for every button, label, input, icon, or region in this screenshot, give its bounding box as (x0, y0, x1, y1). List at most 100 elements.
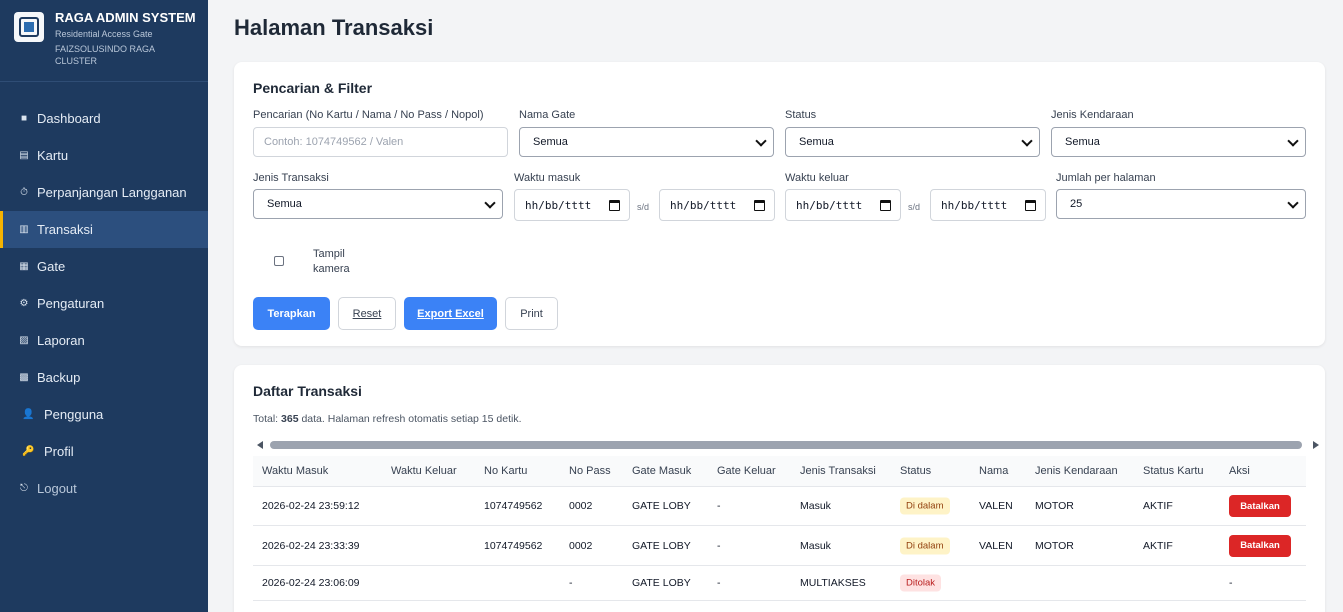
print-button[interactable]: Print (505, 297, 558, 330)
apply-button[interactable]: Terapkan (253, 297, 330, 330)
export-excel-button[interactable]: Export Excel (404, 297, 497, 330)
list-title: Daftar Transaksi (253, 383, 362, 399)
sidebar-item-perpanjangan[interactable]: ⏱ Perpanjangan Langganan (0, 174, 208, 211)
sidebar-item-label: Gate (37, 259, 66, 274)
status-select-value: Semua (799, 136, 834, 148)
sidebar-item-label: Logout (37, 481, 77, 496)
cell-pass: 0002 (569, 500, 593, 512)
app-subtitle: Residential Access Gate (55, 29, 153, 39)
col-waktu-masuk: Waktu Masuk (262, 465, 329, 477)
cell-action: - (1229, 577, 1233, 589)
status-badge: Di dalam (900, 497, 950, 515)
calendar-icon[interactable] (880, 200, 891, 211)
cell-type: MULTIAKSES (800, 577, 866, 589)
scrollbar-thumb[interactable] (270, 441, 1302, 449)
cancel-button[interactable]: Batalkan (1229, 534, 1291, 557)
transaction-list-card: Daftar Transaksi Total: 365 data. Halama… (234, 365, 1325, 612)
sidebar-item-gate[interactable]: ▦ Gate (0, 248, 208, 285)
trx-type-select[interactable]: Semua (253, 189, 503, 219)
time-in-label: Waktu masuk (514, 172, 581, 184)
cell-time-in: 2026-02-24 23:59:12 (262, 500, 360, 512)
org-name: FAIZSOLUSINDO RAGA CLUSTER (55, 44, 155, 66)
sidebar-item-label: Pengaturan (37, 296, 105, 311)
sidebar-item-label: Pengguna (44, 407, 104, 422)
table-row[interactable]: 2026-02-24 23:59:12 1074749562 0002 GATE… (253, 487, 1306, 526)
status-select[interactable]: Semua (785, 127, 1040, 157)
scroll-left-icon[interactable] (257, 441, 263, 449)
cell-gate-in: GATE LOBY (632, 539, 691, 552)
user-icon: 👤 (22, 409, 35, 420)
gate-select[interactable]: Semua (519, 127, 774, 157)
backup-icon: ▩ (19, 372, 29, 383)
sidebar-item-kartu[interactable]: ▤ Kartu (0, 137, 208, 174)
sidebar-item-pengguna[interactable]: 👤 Pengguna (0, 396, 208, 433)
col-gate-keluar: Gate Keluar (717, 465, 776, 477)
cell-vehicle: MOTOR (1035, 500, 1074, 512)
trx-type-select-value: Semua (267, 198, 302, 210)
sidebar-item-label: Backup (37, 370, 81, 385)
range-separator: s/d (908, 202, 921, 212)
sidebar-item-profil[interactable]: 🔑 Profil (0, 433, 208, 470)
dashboard-icon: ■ (20, 113, 28, 124)
time-out-from-input[interactable]: hh/bb/tttt (785, 189, 901, 221)
sidebar-item-logout[interactable]: ⎋ Logout (0, 470, 208, 507)
calendar-icon[interactable] (609, 200, 620, 211)
col-no-pass: No Pass (569, 465, 611, 477)
per-page-select[interactable]: 25 (1056, 189, 1306, 219)
per-page-label: Jumlah per halaman (1056, 172, 1156, 184)
cell-type: Masuk (800, 500, 831, 512)
camera-checkbox[interactable] (274, 256, 284, 266)
search-input[interactable]: Contoh: 1074749562 / Valen (253, 127, 508, 157)
time-out-to-input[interactable]: hh/bb/tttt (930, 189, 1046, 221)
brand: RAGA ADMIN SYSTEM Residential Access Gat… (0, 0, 208, 82)
sidebar-item-backup[interactable]: ▩ Backup (0, 359, 208, 396)
reset-button[interactable]: Reset (338, 297, 396, 330)
cell-card: 1074749562 (484, 539, 543, 552)
chevron-down-icon (1287, 135, 1299, 147)
sidebar-item-laporan[interactable]: ▨ Laporan (0, 322, 208, 359)
cell-pass: - (569, 577, 573, 589)
cell-name: VALEN (979, 500, 1013, 512)
cell-card-status: AKTIF (1143, 539, 1173, 552)
table-header: Waktu Masuk Waktu Keluar No Kartu No Pas… (253, 456, 1306, 487)
cell-card: 1074749562 (484, 500, 543, 512)
table-row[interactable]: 2026-02-24 23:06:09 - GATE LOBY - MULTIA… (253, 566, 1306, 601)
scroll-right-icon[interactable] (1313, 441, 1319, 449)
date-placeholder: hh/bb/tttt (941, 198, 1008, 212)
logo (14, 12, 44, 42)
total-count: 365 (281, 413, 299, 425)
time-in-from-input[interactable]: hh/bb/tttt (514, 189, 630, 221)
calendar-icon[interactable] (1025, 200, 1036, 211)
gear-icon: ⚙ (19, 298, 29, 309)
gate-select-value: Semua (533, 136, 568, 148)
card-icon: ▤ (19, 150, 29, 161)
cell-gate-out: - (717, 539, 721, 552)
cancel-button[interactable]: Batalkan (1229, 495, 1291, 517)
range-separator: s/d (637, 202, 650, 212)
vehicle-select[interactable]: Semua (1051, 127, 1306, 157)
horizontal-scrollbar[interactable] (257, 439, 1319, 451)
status-badge: Di dalam (900, 537, 950, 554)
cell-vehicle: MOTOR (1035, 539, 1074, 552)
cell-type: Masuk (800, 539, 831, 552)
total-suffix: data. Halaman refresh otomatis setiap 15… (298, 413, 522, 425)
sidebar-item-dashboard[interactable]: ■ Dashboard (0, 100, 208, 137)
filter-card: Pencarian & Filter Pencarian (No Kartu /… (234, 62, 1325, 346)
trx-type-label: Jenis Transaksi (253, 172, 329, 184)
date-placeholder: hh/bb/tttt (670, 198, 737, 212)
sidebar-item-label: Perpanjangan Langganan (37, 185, 187, 200)
main-content: Halaman Transaksi Pencarian & Filter Pen… (208, 0, 1343, 612)
sidebar-item-label: Kartu (37, 148, 69, 163)
time-in-to-input[interactable]: hh/bb/tttt (659, 189, 775, 221)
sidebar-menu: ■ Dashboard ▤ Kartu ⏱ Perpanjangan Langgana… (0, 100, 208, 507)
col-status: Status (900, 465, 932, 477)
date-placeholder: hh/bb/tttt (796, 198, 863, 212)
app-title: RAGA ADMIN SYSTEM (55, 10, 196, 25)
vehicle-select-value: Semua (1065, 136, 1100, 148)
sidebar-item-pengaturan[interactable]: ⚙ Pengaturan (0, 285, 208, 322)
sidebar-item-transaksi[interactable]: ▥ Transaksi (0, 211, 208, 248)
table-row[interactable]: 2026-02-24 23:33:39 1074749562 0002 GATE… (253, 526, 1306, 566)
calendar-icon[interactable] (754, 200, 765, 211)
sidebar-item-label: Dashboard (37, 111, 101, 126)
gate-icon: ▦ (19, 261, 29, 272)
